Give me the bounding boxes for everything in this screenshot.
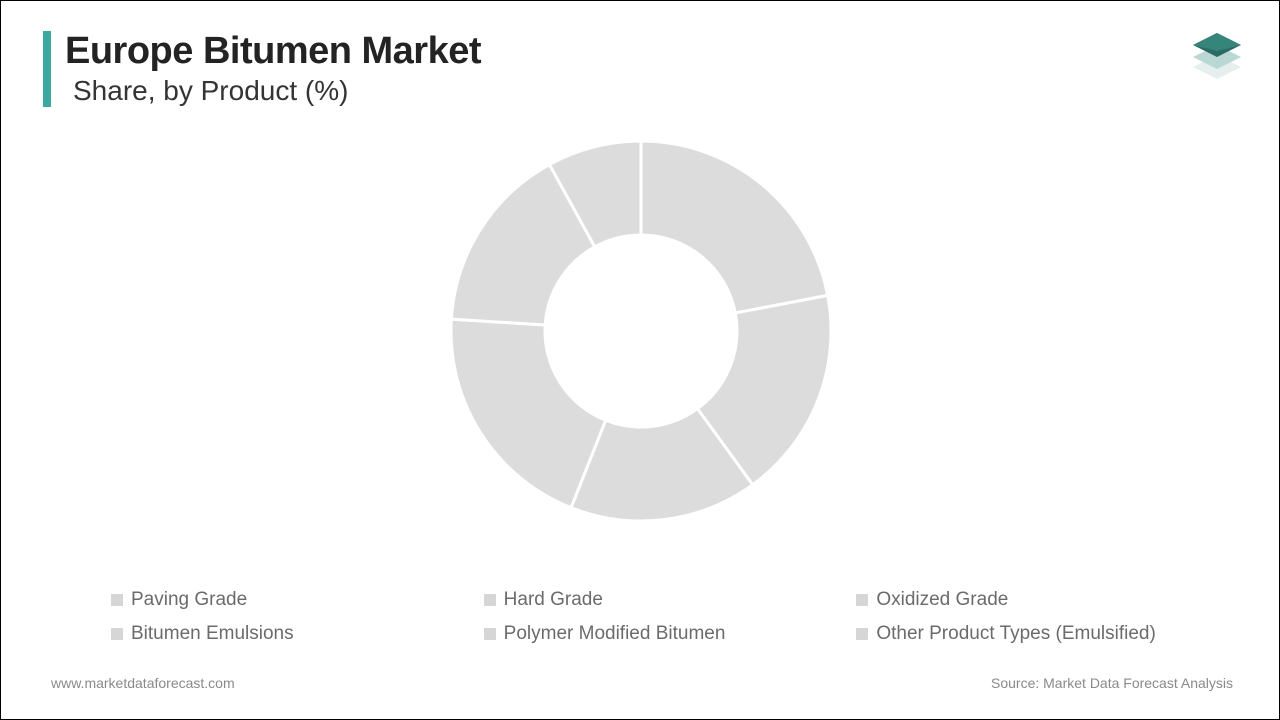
legend-label: Paving Grade bbox=[131, 589, 247, 611]
legend-swatch-icon bbox=[484, 628, 496, 640]
legend-label: Other Product Types (Emulsified) bbox=[876, 623, 1155, 645]
legend-item: Oxidized Grade bbox=[856, 589, 1219, 611]
legend-label: Oxidized Grade bbox=[876, 589, 1008, 611]
legend-label: Polymer Modified Bitumen bbox=[504, 623, 726, 645]
page-title: Europe Bitumen Market bbox=[65, 31, 481, 73]
brand-logo-icon bbox=[1185, 25, 1249, 89]
legend-label: Bitumen Emulsions bbox=[131, 623, 294, 645]
footer-url: www.marketdataforecast.com bbox=[51, 675, 235, 691]
page-root: Europe Bitumen Market Share, by Product … bbox=[0, 0, 1280, 720]
legend-swatch-icon bbox=[856, 628, 868, 640]
legend-swatch-icon bbox=[111, 594, 123, 606]
legend-swatch-icon bbox=[484, 594, 496, 606]
donut-slice bbox=[641, 141, 828, 313]
legend-item: Hard Grade bbox=[484, 589, 847, 611]
header-block: Europe Bitumen Market Share, by Product … bbox=[43, 31, 481, 107]
logo-layers-icon bbox=[1193, 33, 1241, 79]
legend-swatch-icon bbox=[111, 628, 123, 640]
legend-item: Other Product Types (Emulsified) bbox=[856, 623, 1219, 645]
page-subtitle: Share, by Product (%) bbox=[65, 75, 481, 107]
chart-legend: Paving Grade Hard Grade Oxidized Grade B… bbox=[111, 589, 1219, 645]
legend-swatch-icon bbox=[856, 594, 868, 606]
legend-item: Paving Grade bbox=[111, 589, 474, 611]
footer-source: Source: Market Data Forecast Analysis bbox=[991, 675, 1233, 691]
legend-item: Polymer Modified Bitumen bbox=[484, 623, 847, 645]
donut-chart bbox=[1, 121, 1280, 541]
donut-slice bbox=[451, 319, 606, 508]
legend-label: Hard Grade bbox=[504, 589, 603, 611]
legend-item: Bitumen Emulsions bbox=[111, 623, 474, 645]
